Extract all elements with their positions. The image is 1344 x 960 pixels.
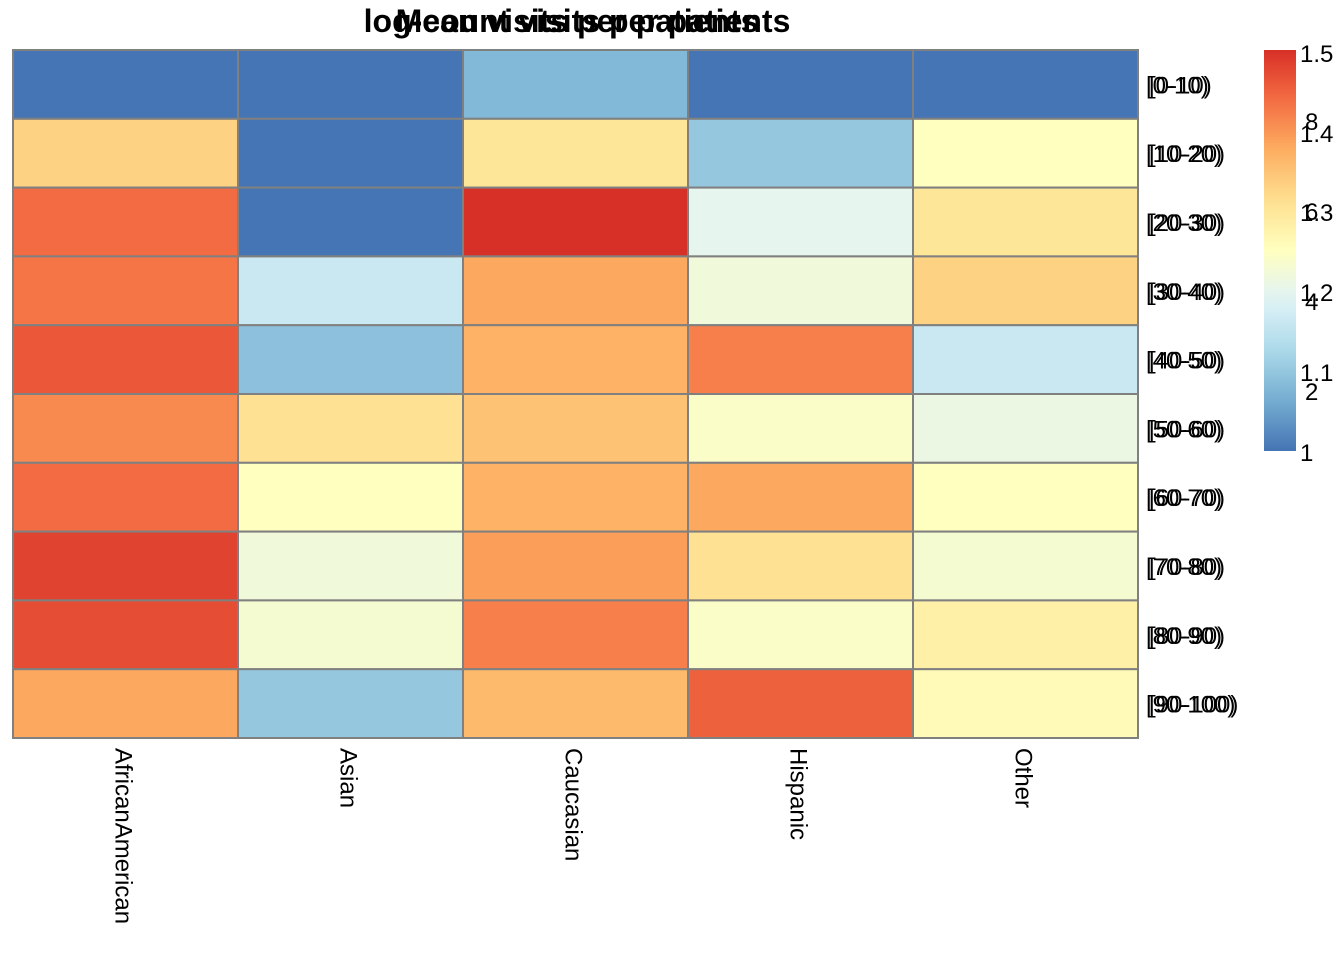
heatmap-cell xyxy=(462,393,689,464)
row-label: [70-80) xyxy=(1149,554,1225,581)
legend-color-bar xyxy=(1264,50,1296,451)
heatmap-cell xyxy=(237,255,464,327)
row-label: [40-50) xyxy=(1146,348,1222,375)
row-label: [80-90) xyxy=(1146,623,1222,650)
heatmap-cell xyxy=(687,668,914,740)
heatmap-cell xyxy=(687,461,914,533)
heatmap-cell xyxy=(12,186,239,258)
legend-tick-label: 1.5 xyxy=(1300,41,1333,68)
heatmap-cell xyxy=(237,186,464,258)
chart-title-1: log-count visits per patients xyxy=(364,3,791,39)
heatmap-cell xyxy=(687,117,914,189)
heatmap-cell xyxy=(462,186,689,258)
row-label: [10-20) xyxy=(1146,141,1222,168)
heatmap-cell xyxy=(687,393,914,464)
heatmap-cell xyxy=(912,324,1139,396)
heatmap-cells xyxy=(12,49,1139,740)
heatmap-cell xyxy=(912,393,1139,464)
row-label: [90-100) xyxy=(1149,692,1238,719)
heatmap-cell xyxy=(462,530,689,602)
legend-tick-label-overlay: 6 xyxy=(1305,199,1318,226)
heatmap-cell xyxy=(912,461,1139,533)
row-label: [60-70) xyxy=(1146,485,1222,512)
row-label: [50-60) xyxy=(1146,416,1222,443)
column-label: Caucasian xyxy=(560,748,587,861)
row-label: [0-10) xyxy=(1146,72,1209,99)
heatmap-cell xyxy=(237,393,464,464)
heatmap-cell xyxy=(12,255,239,327)
column-label: Asian xyxy=(335,748,362,808)
heatmap-cell xyxy=(12,49,239,120)
legend-tick-label: 1.2 xyxy=(1300,280,1333,307)
heatmap-cell xyxy=(462,461,689,533)
heatmap-cell xyxy=(12,117,239,189)
heatmap-cell xyxy=(237,324,464,396)
legend-tick-label-overlay: 8 xyxy=(1305,109,1318,136)
heatmap-cell xyxy=(237,461,464,533)
row-label: [20-30) xyxy=(1146,210,1222,237)
heatmap-cell xyxy=(462,117,689,189)
row-label: [50-60) xyxy=(1149,416,1225,443)
row-label: [60-70) xyxy=(1149,485,1225,512)
legend-tick-label-overlay: 2 xyxy=(1305,379,1318,406)
heatmap-border xyxy=(12,49,1139,739)
legend-tick-label-overlay: 4 xyxy=(1305,289,1318,316)
row-label: [40-50) xyxy=(1149,348,1225,375)
heatmap-cell xyxy=(462,49,689,120)
column-label: AfricanAmerican xyxy=(110,748,137,924)
heatmap-cell xyxy=(687,255,914,327)
row-label: [30-40) xyxy=(1149,279,1225,306)
column-label: Hispanic xyxy=(785,748,812,840)
color-legend: 1.5 1.4 1.3 1.2 1.1 1 8 6 4 2 xyxy=(1264,41,1333,467)
row-label: [10-20) xyxy=(1149,141,1225,168)
legend-labels: 1.5 1.4 1.3 1.2 1.1 1 8 6 4 2 xyxy=(1300,41,1333,467)
heatmap-cell xyxy=(687,324,914,396)
heatmap-cell xyxy=(462,255,689,327)
heatmap-cell xyxy=(237,599,464,671)
row-label: [70-80) xyxy=(1146,554,1222,581)
legend-tick-label: 1.3 xyxy=(1300,200,1333,227)
heatmap-cell xyxy=(237,530,464,602)
legend-tick-label: 1.4 xyxy=(1300,121,1333,148)
heatmap-cell xyxy=(687,530,914,602)
heatmap-cell xyxy=(12,668,239,740)
heatmap-cell xyxy=(237,668,464,740)
legend-tick-label: 1.1 xyxy=(1300,360,1333,387)
heatmap-cell xyxy=(12,530,239,602)
heatmap-cell xyxy=(912,668,1139,740)
heatmap-cell xyxy=(912,117,1139,189)
row-label: [0-10) xyxy=(1149,72,1212,99)
heatmap-cell xyxy=(462,324,689,396)
row-label: [80-90) xyxy=(1149,623,1225,650)
heatmap-cell xyxy=(462,599,689,671)
heatmap-cell xyxy=(687,599,914,671)
column-label: Other xyxy=(1010,748,1037,808)
heatmap-cell xyxy=(912,186,1139,258)
chart-title-2: Mean visits per patients xyxy=(396,3,759,39)
heatmap-cell xyxy=(237,49,464,120)
row-label: [90-100) xyxy=(1146,692,1235,719)
heatmap-cell xyxy=(687,49,914,120)
column-labels: AfricanAmerican Asian Caucasian Hispanic Oth… xyxy=(110,748,1037,924)
heatmap-cell xyxy=(237,117,464,189)
row-labels: [0-10)[0-10)[10-20)[10-20)[20-30)[20-30)… xyxy=(1146,72,1238,718)
heatmap-cell xyxy=(12,324,239,396)
legend-tick-label: 1 xyxy=(1300,440,1313,467)
row-label: [30-40) xyxy=(1146,279,1222,306)
heatmap-cell xyxy=(12,461,239,533)
heatmap-cell xyxy=(687,186,914,258)
heatmap-cell xyxy=(12,393,239,464)
heatmap-cell xyxy=(462,668,689,740)
heatmap-cell xyxy=(12,599,239,671)
heatmap-cell xyxy=(912,599,1139,671)
row-label: [20-30) xyxy=(1149,210,1225,237)
heatmap-cell xyxy=(912,530,1139,602)
heatmap-cell xyxy=(912,49,1139,120)
heatmap-cell xyxy=(912,255,1139,327)
